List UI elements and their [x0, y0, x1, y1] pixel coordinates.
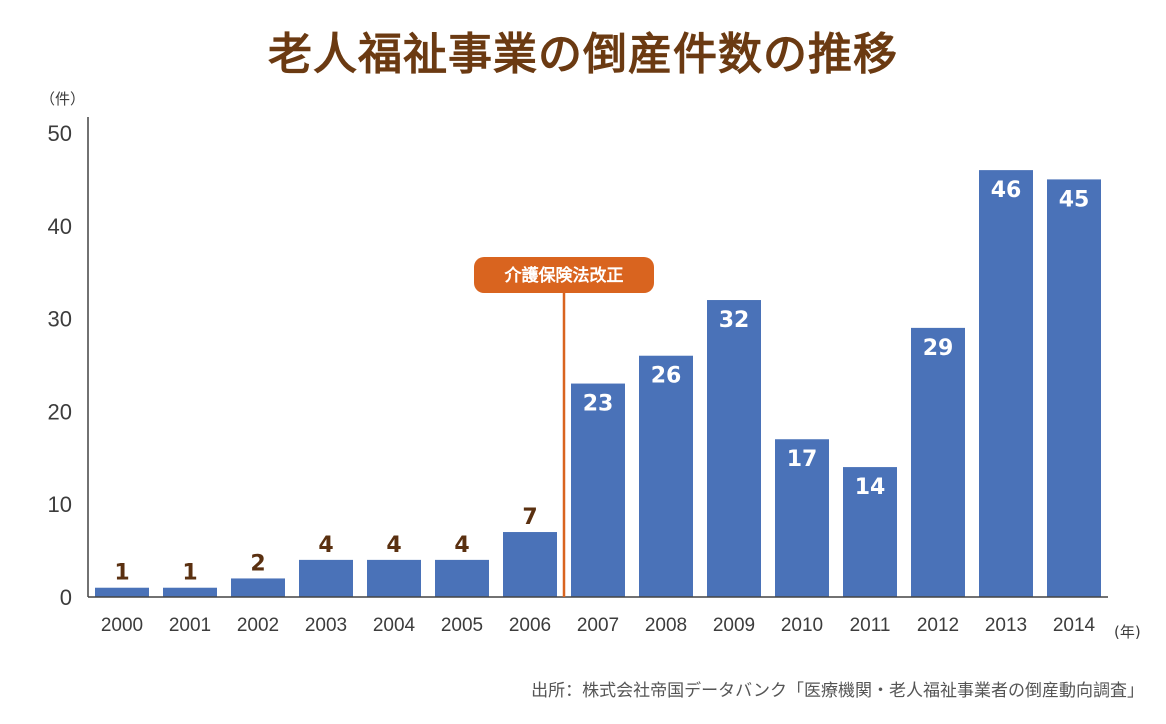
bar-value-label: 29 — [923, 336, 954, 361]
bar-value-label: 1 — [114, 561, 129, 586]
bar — [911, 327, 965, 597]
annotation-label: 介護保険法改正 — [504, 265, 624, 286]
bar — [775, 439, 829, 597]
x-tick-label: 2002 — [237, 615, 279, 636]
bar-value-label: 26 — [651, 364, 682, 389]
bar-value-label: 17 — [787, 447, 818, 472]
bar — [1047, 179, 1101, 597]
y-tick-label: 20 — [48, 399, 72, 424]
bar — [367, 559, 421, 597]
y-tick-label: 40 — [48, 214, 72, 239]
bar-value-label: 1 — [182, 561, 197, 586]
x-tick-label: 2014 — [1053, 615, 1096, 636]
bar-value-label: 4 — [386, 533, 401, 558]
bar-value-label: 4 — [454, 533, 469, 558]
x-tick-label: 2005 — [441, 615, 483, 636]
x-tick-label: 2004 — [373, 615, 416, 636]
x-tick-label: 2006 — [509, 615, 551, 636]
x-tick-label: 2003 — [305, 615, 347, 636]
y-axis-unit: （件） — [40, 90, 85, 108]
bar — [163, 587, 217, 597]
x-tick-label: 2000 — [101, 615, 143, 636]
source-note: 出所：株式会社帝国データバンク「医療機関・老人福祉事業者の倒産動向調査」 — [531, 681, 1144, 701]
x-tick-label: 2008 — [645, 615, 687, 636]
bar-value-label: 23 — [583, 392, 614, 417]
bar — [979, 170, 1033, 597]
chart-title: 老人福祉事業の倒産件数の推移 — [268, 29, 898, 80]
bar — [503, 532, 557, 597]
y-tick-label: 50 — [48, 121, 72, 146]
bar-value-label: 32 — [719, 308, 750, 333]
x-tick-label: 2010 — [781, 615, 823, 636]
x-tick-label: 2007 — [577, 615, 619, 636]
bar-value-label: 7 — [522, 505, 537, 530]
bar-value-label: 45 — [1059, 187, 1090, 212]
bar-value-label: 2 — [250, 551, 265, 576]
bar — [571, 383, 625, 597]
bar — [231, 578, 285, 597]
bar — [843, 467, 897, 597]
bar-value-label: 46 — [991, 178, 1022, 203]
x-axis-unit: (年) — [1114, 623, 1141, 641]
x-tick-label: 2001 — [169, 615, 211, 636]
bar — [639, 355, 693, 597]
bar — [95, 587, 149, 597]
bar-value-label: 14 — [855, 475, 886, 500]
x-tick-label: 2011 — [850, 615, 891, 636]
annotation-badge — [474, 257, 654, 293]
bar — [299, 559, 353, 597]
y-tick-label: 10 — [48, 492, 72, 517]
y-tick-label: 0 — [60, 585, 72, 610]
x-tick-label: 2012 — [917, 615, 959, 636]
x-tick-label: 2009 — [713, 615, 755, 636]
bar-value-label: 4 — [318, 533, 333, 558]
x-tick-label: 2013 — [985, 615, 1027, 636]
bar — [707, 300, 761, 597]
y-tick-label: 30 — [48, 307, 72, 332]
bar — [435, 559, 489, 597]
